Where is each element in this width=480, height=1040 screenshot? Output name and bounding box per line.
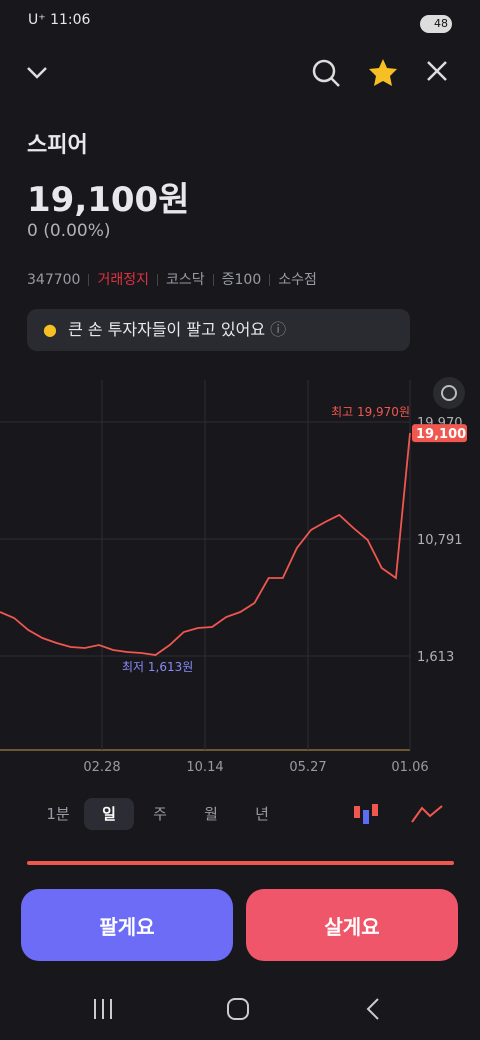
recent-button[interactable] [94,999,112,1019]
period-tab[interactable]: 주 [153,805,167,823]
divider [27,861,454,865]
price-line [0,433,411,656]
status-bar: U⁺ 11:06 [28,12,90,28]
home-button[interactable] [227,998,249,1020]
back-nav-button[interactable] [366,998,379,1020]
close-button[interactable] [427,61,447,81]
tag-separator [269,273,271,286]
tag-separator [156,273,158,286]
chart: 02.28 10.14 05.27 01.0619,97010,7911,61319,… [0,377,467,775]
x-tick-label: 02.28 [83,760,120,775]
banner-text: 큰 손 투자자들이 팔고 있어요 [68,320,266,339]
y-tick-label: 10,791 [417,533,463,548]
battery: 48 [420,15,452,33]
tag: 347700 [27,272,81,288]
buy-button[interactable]: 살게요 [246,889,458,961]
search-button[interactable] [312,59,340,87]
x-tick-label: 01.06 [391,760,428,775]
tag: 소수점 [278,272,317,288]
period-tab[interactable]: 일 [84,798,134,830]
favorite-button[interactable] [369,59,397,86]
period-tab[interactable]: 월 [204,805,218,823]
period-tab[interactable]: 년 [255,805,269,823]
tag: 코스닥 [165,272,205,288]
stock-change: 0 (0.00%) [27,221,111,241]
max-label: 최고 19,970원 [331,405,410,419]
y-tick-label: 1,613 [417,650,454,665]
back-button[interactable] [27,67,47,79]
settings-button[interactable] [433,377,465,409]
x-tick-label: 10.14 [186,760,223,775]
sell-button[interactable]: 팔게요 [21,889,233,961]
banner[interactable]: ● 큰 손 투자자들이 팔고 있어요 ⓘ [27,309,410,351]
carrier: U⁺ [28,12,46,28]
chart-type-icons [354,804,443,824]
stock-price: 19,100원 [27,180,190,220]
candle-button[interactable] [354,804,378,824]
tags: 347700 거래정지 코스닥 증100 소수점 [27,269,317,289]
period-tab[interactable]: 1분 [46,805,70,823]
tag: 증100 [221,272,262,288]
time: 11:06 [50,12,91,28]
x-tick-label: 05.27 [289,760,326,775]
tag-separator [88,273,90,286]
last-price-label: 19,100 [416,427,466,442]
tag-separator [212,273,214,286]
line-button[interactable] [411,805,443,823]
stock-name: 스피어 [27,133,88,158]
tag: 거래정지 [97,272,149,288]
min-label: 최저 1,613원 [122,660,193,674]
nav-bar [94,998,379,1020]
toolbar [27,59,447,87]
last-price-badge [412,424,467,443]
